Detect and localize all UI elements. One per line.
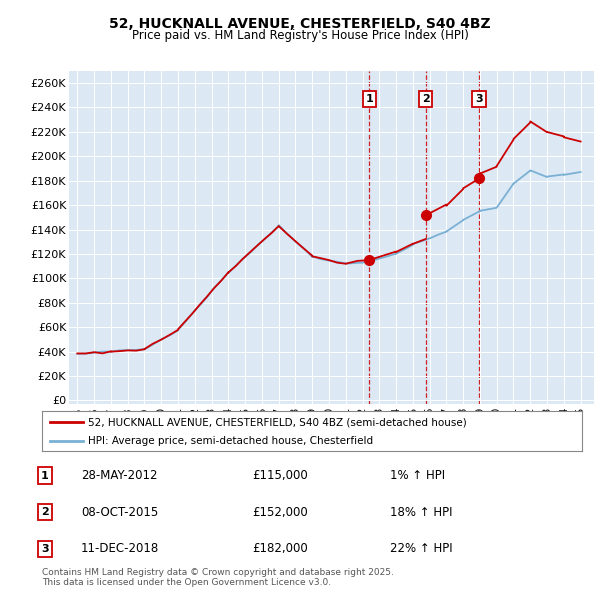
- Text: Contains HM Land Registry data © Crown copyright and database right 2025.
This d: Contains HM Land Registry data © Crown c…: [42, 568, 394, 587]
- Text: £182,000: £182,000: [252, 542, 308, 555]
- Text: 52, HUCKNALL AVENUE, CHESTERFIELD, S40 4BZ (semi-detached house): 52, HUCKNALL AVENUE, CHESTERFIELD, S40 4…: [88, 417, 467, 427]
- Text: 08-OCT-2015: 08-OCT-2015: [81, 506, 158, 519]
- Text: 1: 1: [41, 471, 49, 480]
- Text: 1: 1: [365, 94, 373, 104]
- Text: 1% ↑ HPI: 1% ↑ HPI: [390, 469, 445, 482]
- Text: 2: 2: [41, 507, 49, 517]
- Text: £152,000: £152,000: [252, 506, 308, 519]
- Text: HPI: Average price, semi-detached house, Chesterfield: HPI: Average price, semi-detached house,…: [88, 437, 373, 446]
- Text: 52, HUCKNALL AVENUE, CHESTERFIELD, S40 4BZ: 52, HUCKNALL AVENUE, CHESTERFIELD, S40 4…: [109, 17, 491, 31]
- Text: 18% ↑ HPI: 18% ↑ HPI: [390, 506, 452, 519]
- Text: Price paid vs. HM Land Registry's House Price Index (HPI): Price paid vs. HM Land Registry's House …: [131, 29, 469, 42]
- Text: 2: 2: [422, 94, 430, 104]
- Text: £115,000: £115,000: [252, 469, 308, 482]
- Text: 11-DEC-2018: 11-DEC-2018: [81, 542, 159, 555]
- Text: 22% ↑ HPI: 22% ↑ HPI: [390, 542, 452, 555]
- Text: 3: 3: [41, 544, 49, 553]
- Text: 28-MAY-2012: 28-MAY-2012: [81, 469, 157, 482]
- Text: 3: 3: [475, 94, 483, 104]
